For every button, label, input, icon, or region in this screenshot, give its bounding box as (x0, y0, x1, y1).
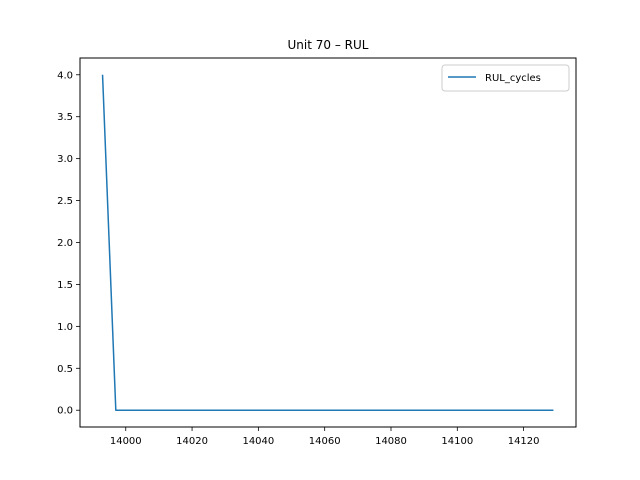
x-tick-label: 14100 (441, 436, 473, 447)
y-tick-label: 0.5 (57, 364, 73, 375)
legend-label-rul-cycles: RUL_cycles (485, 73, 541, 84)
legend: RUL_cycles (441, 64, 570, 92)
series-layer (101, 74, 554, 411)
x-tick-label: 14060 (309, 436, 341, 447)
y-tick-label: 3.0 (57, 154, 73, 165)
plot-frame (79, 57, 577, 428)
y-tick-label: 2.5 (57, 196, 73, 207)
y-tick-label: 2.0 (57, 238, 73, 249)
x-tick-label: 14020 (176, 436, 208, 447)
legend-box (441, 64, 570, 92)
x-tick-label: 14040 (242, 436, 274, 447)
x-tick-label: 14000 (110, 436, 142, 447)
y-tick-label: 1.5 (57, 280, 73, 291)
series-line-rul-cycles (101, 74, 554, 411)
y-tick-label: 1.0 (57, 322, 73, 333)
x-axis-ticks: 14000 14020 14040 14060 14080 14100 14120 (110, 427, 540, 447)
x-tick-label: 14080 (375, 436, 407, 447)
y-tick-label: 4.0 (57, 70, 73, 81)
chart-title: Unit 70 – RUL (288, 38, 369, 52)
y-tick-label: 0.0 (57, 406, 73, 417)
y-axis-ticks: 0.0 0.5 1.0 1.5 2.0 2.5 3.0 3.5 4.0 (57, 70, 80, 417)
x-tick-label: 14120 (508, 436, 540, 447)
y-tick-label: 3.5 (57, 112, 73, 123)
